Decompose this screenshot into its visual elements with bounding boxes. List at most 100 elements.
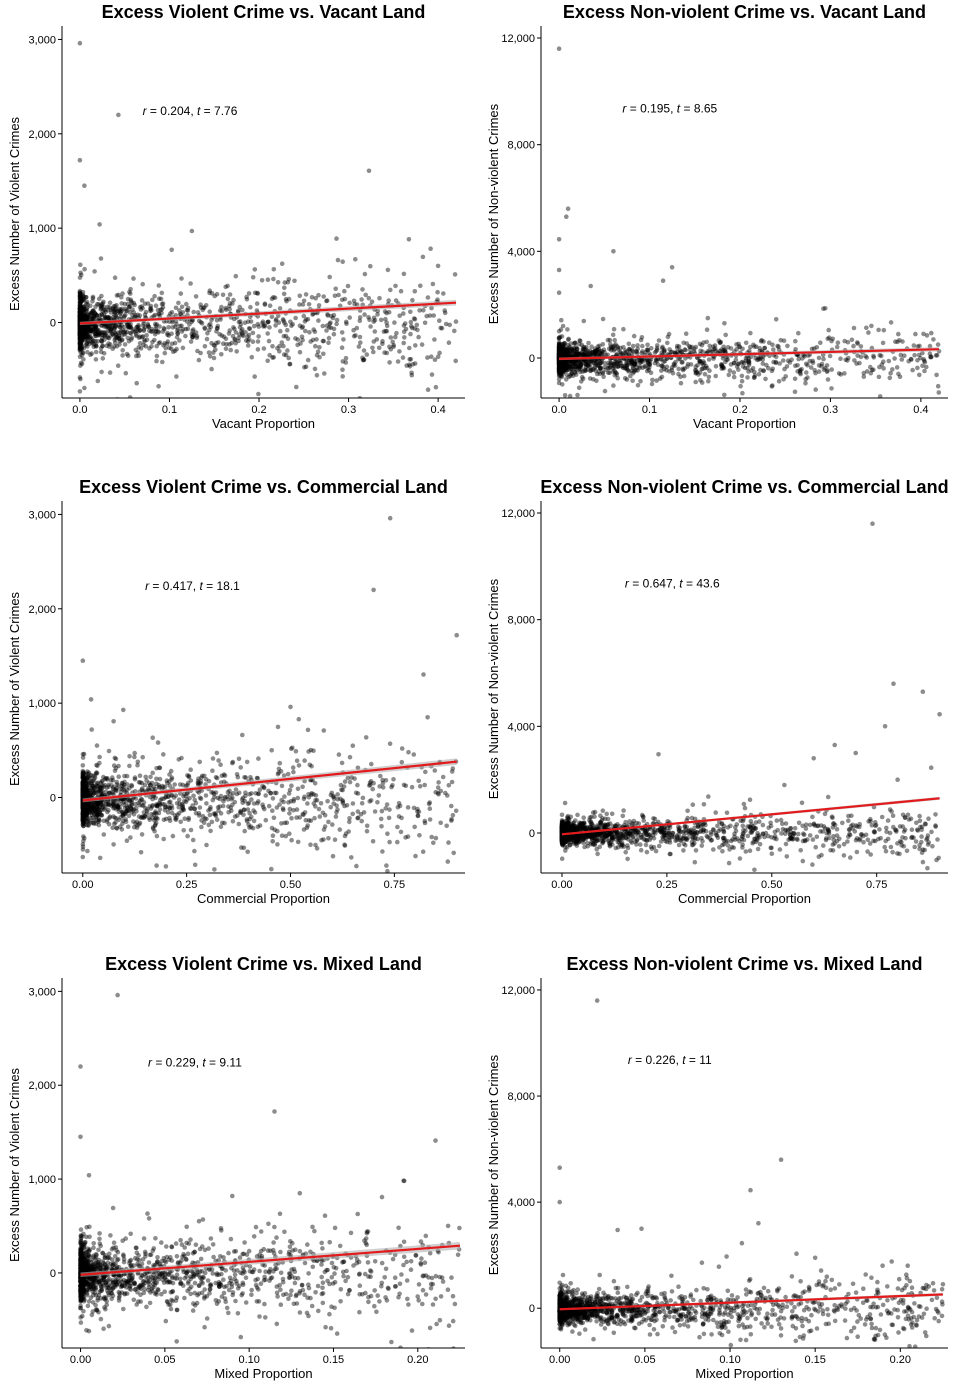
data-point	[149, 780, 155, 786]
data-point	[77, 375, 83, 380]
data-point	[77, 305, 83, 311]
data-point	[887, 375, 893, 381]
data-point	[100, 788, 105, 794]
data-point	[871, 829, 877, 834]
data-point	[306, 792, 311, 797]
data-point	[148, 303, 154, 309]
data-point	[255, 290, 260, 296]
data-point	[269, 748, 275, 753]
data-point	[559, 363, 564, 369]
data-point	[77, 328, 83, 333]
data-point	[86, 770, 92, 775]
data-point	[94, 770, 100, 776]
data-point	[247, 792, 252, 797]
data-point	[556, 359, 562, 365]
data-point	[829, 367, 834, 372]
data-point	[82, 813, 87, 818]
data-point	[557, 360, 562, 365]
data-point	[799, 366, 804, 372]
data-point	[583, 836, 589, 841]
data-point	[427, 806, 433, 811]
data-point	[631, 361, 637, 367]
data-point	[82, 337, 88, 342]
data-point	[125, 335, 131, 341]
data-point	[265, 319, 271, 325]
data-point	[569, 835, 575, 841]
data-point	[558, 363, 563, 368]
data-point	[82, 801, 88, 807]
data-point	[81, 775, 87, 781]
data-point	[363, 292, 369, 298]
data-point	[314, 846, 320, 851]
data-point	[206, 822, 212, 828]
x-tick-label: 0.1	[642, 404, 657, 416]
data-point	[558, 362, 564, 368]
data-point	[575, 351, 581, 357]
data-point	[140, 786, 145, 791]
data-point	[242, 807, 247, 813]
data-point	[402, 335, 407, 340]
data-point	[86, 822, 91, 828]
data-point	[246, 337, 252, 342]
data-point	[289, 783, 294, 788]
data-point	[584, 344, 589, 350]
data-point	[556, 359, 562, 364]
data-point	[559, 824, 565, 829]
data-point	[184, 319, 190, 324]
data-point	[89, 340, 95, 346]
data-point	[104, 323, 110, 329]
data-point	[89, 311, 94, 316]
data-point	[731, 374, 737, 380]
data-point	[888, 370, 893, 376]
data-point	[80, 805, 86, 810]
data-point	[787, 832, 793, 838]
data-point	[77, 294, 83, 299]
data-point	[80, 793, 86, 798]
x-tick-label: 0.4	[430, 404, 445, 416]
data-point	[205, 331, 210, 336]
data-point	[188, 778, 194, 783]
data-point	[84, 308, 89, 314]
data-point	[559, 361, 564, 366]
data-point	[198, 305, 204, 310]
data-point	[376, 345, 382, 351]
data-point	[355, 809, 361, 814]
data-point	[263, 817, 269, 823]
data-point	[621, 364, 626, 369]
data-point	[81, 782, 87, 788]
data-point	[78, 324, 83, 330]
data-point	[78, 310, 84, 315]
data-point	[77, 306, 83, 312]
data-point	[221, 772, 227, 777]
data-point	[78, 316, 84, 321]
data-point	[85, 803, 90, 809]
data-point	[85, 806, 90, 811]
data-point	[234, 791, 240, 797]
data-point	[693, 368, 699, 373]
data-point	[154, 353, 160, 359]
data-point	[100, 807, 105, 813]
data-point	[81, 329, 87, 334]
data-point	[582, 345, 587, 351]
data-point	[617, 361, 623, 366]
data-point	[208, 828, 213, 834]
data-point	[77, 309, 83, 315]
data-point	[252, 290, 258, 296]
data-point	[140, 323, 146, 328]
data-point	[150, 803, 155, 808]
data-point	[615, 345, 620, 350]
data-point	[80, 780, 86, 785]
data-point	[117, 338, 123, 344]
data-point	[93, 311, 98, 317]
data-point	[685, 364, 690, 369]
data-point	[560, 835, 566, 841]
data-point	[650, 377, 655, 383]
data-point	[86, 325, 91, 330]
data-point	[613, 370, 618, 375]
data-point	[385, 868, 390, 873]
data-point	[247, 825, 252, 830]
data-point	[261, 804, 266, 810]
data-point	[246, 332, 252, 338]
data-point	[763, 376, 768, 382]
data-point	[288, 704, 293, 710]
